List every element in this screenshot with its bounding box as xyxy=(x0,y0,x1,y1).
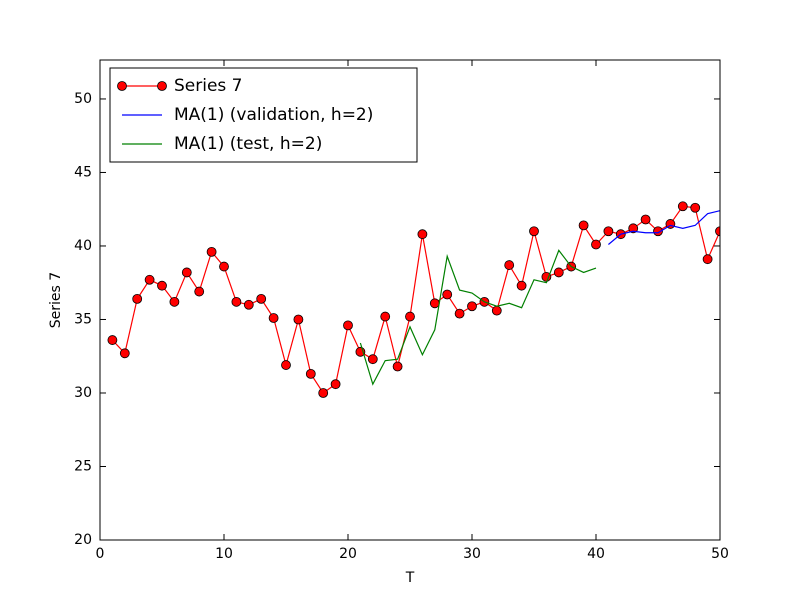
legend-marker xyxy=(117,81,127,91)
data-point xyxy=(467,301,477,312)
data-point xyxy=(305,368,316,379)
x-tick-label: 50 xyxy=(711,546,729,562)
y-tick-label: 25 xyxy=(74,458,92,474)
data-point xyxy=(429,298,440,309)
x-tick-label: 0 xyxy=(96,546,105,562)
data-point xyxy=(442,289,453,300)
data-point xyxy=(504,260,515,270)
data-point xyxy=(653,226,663,237)
data-point xyxy=(367,354,378,365)
legend-label: Series 7 xyxy=(174,76,243,96)
data-point xyxy=(628,223,639,234)
series-line xyxy=(359,249,597,386)
data-point xyxy=(392,361,403,372)
data-point xyxy=(591,239,601,250)
y-axis-label: Series 7 xyxy=(48,272,64,328)
data-point xyxy=(181,267,192,278)
data-point xyxy=(380,311,391,322)
plot-frame xyxy=(99,59,721,541)
data-point xyxy=(132,293,143,304)
y-tick-label: 30 xyxy=(74,385,92,401)
x-tick-label: 30 xyxy=(463,546,481,562)
data-point xyxy=(194,286,205,297)
x-tick-label: 20 xyxy=(339,546,357,562)
data-point xyxy=(529,226,539,237)
data-point xyxy=(343,320,353,331)
data-point xyxy=(144,274,155,285)
data-point xyxy=(516,280,527,291)
data-point xyxy=(293,314,304,325)
legend-label: MA(1) (test, h=2) xyxy=(174,134,322,154)
x-tick-label: 10 xyxy=(215,546,233,562)
x-axis-label: T xyxy=(405,570,415,586)
data-point xyxy=(281,360,291,370)
data-point xyxy=(553,267,564,278)
x-tick-label: 40 xyxy=(587,546,605,562)
data-point xyxy=(702,254,713,265)
data-point xyxy=(107,335,118,345)
data-point xyxy=(206,246,217,257)
data-point xyxy=(318,388,329,398)
data-point xyxy=(491,305,502,316)
data-point xyxy=(677,201,688,212)
data-point xyxy=(690,202,701,213)
data-point xyxy=(454,308,465,319)
data-point xyxy=(330,379,341,390)
data-point xyxy=(157,280,167,291)
data-point xyxy=(119,348,130,359)
legend-label: MA(1) (validation, h=2) xyxy=(174,105,373,125)
data-point xyxy=(405,311,415,322)
y-tick-label: 40 xyxy=(74,238,92,254)
data-point xyxy=(243,299,254,310)
y-tick-label: 50 xyxy=(74,91,92,107)
legend-marker xyxy=(157,81,167,91)
data-point xyxy=(417,229,428,240)
y-tick-label: 35 xyxy=(74,311,92,327)
data-point xyxy=(219,261,229,272)
data-point xyxy=(169,296,180,307)
data-point xyxy=(640,214,651,225)
y-tick-label: 20 xyxy=(74,532,92,548)
data-point xyxy=(268,313,279,323)
y-tick-label: 45 xyxy=(74,164,92,180)
data-point xyxy=(715,226,720,237)
data-point xyxy=(231,296,242,307)
data-point xyxy=(603,226,614,237)
plot-area xyxy=(107,201,720,398)
data-point xyxy=(256,293,267,304)
series-line xyxy=(608,210,720,245)
legend: Series 7 MA(1) (validation, h=2) MA(1) (te… xyxy=(109,67,418,163)
data-point xyxy=(578,220,589,231)
